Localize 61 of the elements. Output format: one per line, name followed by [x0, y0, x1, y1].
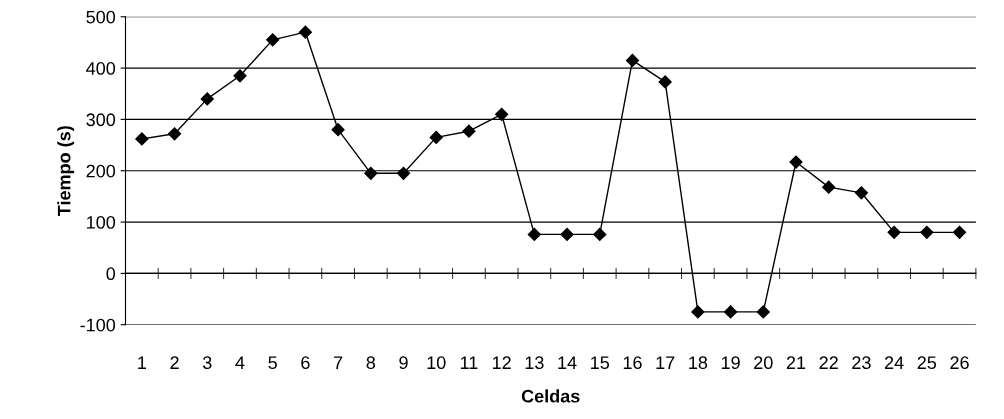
point: [593, 227, 607, 241]
x-tick-label: 13: [525, 356, 544, 370]
point: [200, 92, 214, 106]
point: [429, 130, 443, 144]
point: [887, 225, 901, 239]
point: [396, 166, 411, 180]
y-tick-label: 300: [86, 113, 116, 127]
point: [854, 186, 869, 200]
point: [364, 166, 378, 180]
point: [527, 227, 541, 241]
point: [266, 33, 280, 47]
x-tick-label: 11: [460, 356, 478, 369]
point: [920, 225, 934, 239]
point: [298, 25, 312, 39]
point: [952, 225, 967, 239]
x-tick-label: 7: [334, 356, 343, 369]
x-tick-label: 2: [170, 356, 179, 369]
point: [233, 69, 247, 83]
point: [822, 180, 836, 194]
x-tick-label: 23: [852, 356, 871, 370]
x-tick-label: 1: [138, 356, 146, 369]
x-tick-label: 18: [689, 356, 708, 370]
y-tick-label: -100: [80, 318, 116, 332]
point: [560, 227, 574, 241]
x-tick-label: 4: [235, 356, 245, 369]
x-tick-label: 24: [884, 356, 904, 369]
point: [723, 305, 738, 319]
point: [658, 75, 672, 89]
x-tick-label: 20: [754, 356, 773, 370]
x-tick-label: 8: [366, 356, 376, 370]
point: [691, 305, 705, 319]
y-tick-label: 0: [106, 267, 116, 281]
x-tick-label: 19: [721, 356, 740, 370]
y-tick-label: 400: [86, 62, 116, 75]
point: [625, 53, 640, 67]
point: [135, 132, 149, 146]
y-tick-label: 200: [86, 164, 116, 178]
x-tick-label: 9: [399, 356, 408, 370]
x-tick-label: 12: [492, 356, 511, 369]
x-tick-label: 26: [950, 356, 969, 370]
y-tick-label: 100: [87, 216, 116, 229]
point: [462, 124, 476, 138]
point: [167, 127, 182, 141]
x-tick-label: 15: [591, 356, 610, 370]
x-tick-label: 22: [819, 356, 838, 369]
x-tick-label: 16: [623, 356, 642, 370]
point: [495, 107, 509, 121]
x-tick-label: 14: [558, 356, 577, 369]
x-axis-title: Celdas: [521, 389, 580, 403]
x-tick-label: 10: [427, 356, 446, 370]
x-tick-label: 3: [202, 356, 212, 370]
x-tick-label: 5: [268, 356, 277, 370]
x-tick-label: 17: [656, 356, 675, 369]
x-tick-label: 6: [301, 356, 310, 370]
y-axis-title: Tiempo (s): [57, 126, 75, 217]
y-tick-label: 500: [86, 10, 116, 24]
x-tick-label: 25: [917, 356, 937, 370]
point: [789, 155, 803, 169]
point: [331, 123, 345, 137]
point: [756, 305, 770, 319]
x-tick-label: 21: [786, 356, 806, 369]
